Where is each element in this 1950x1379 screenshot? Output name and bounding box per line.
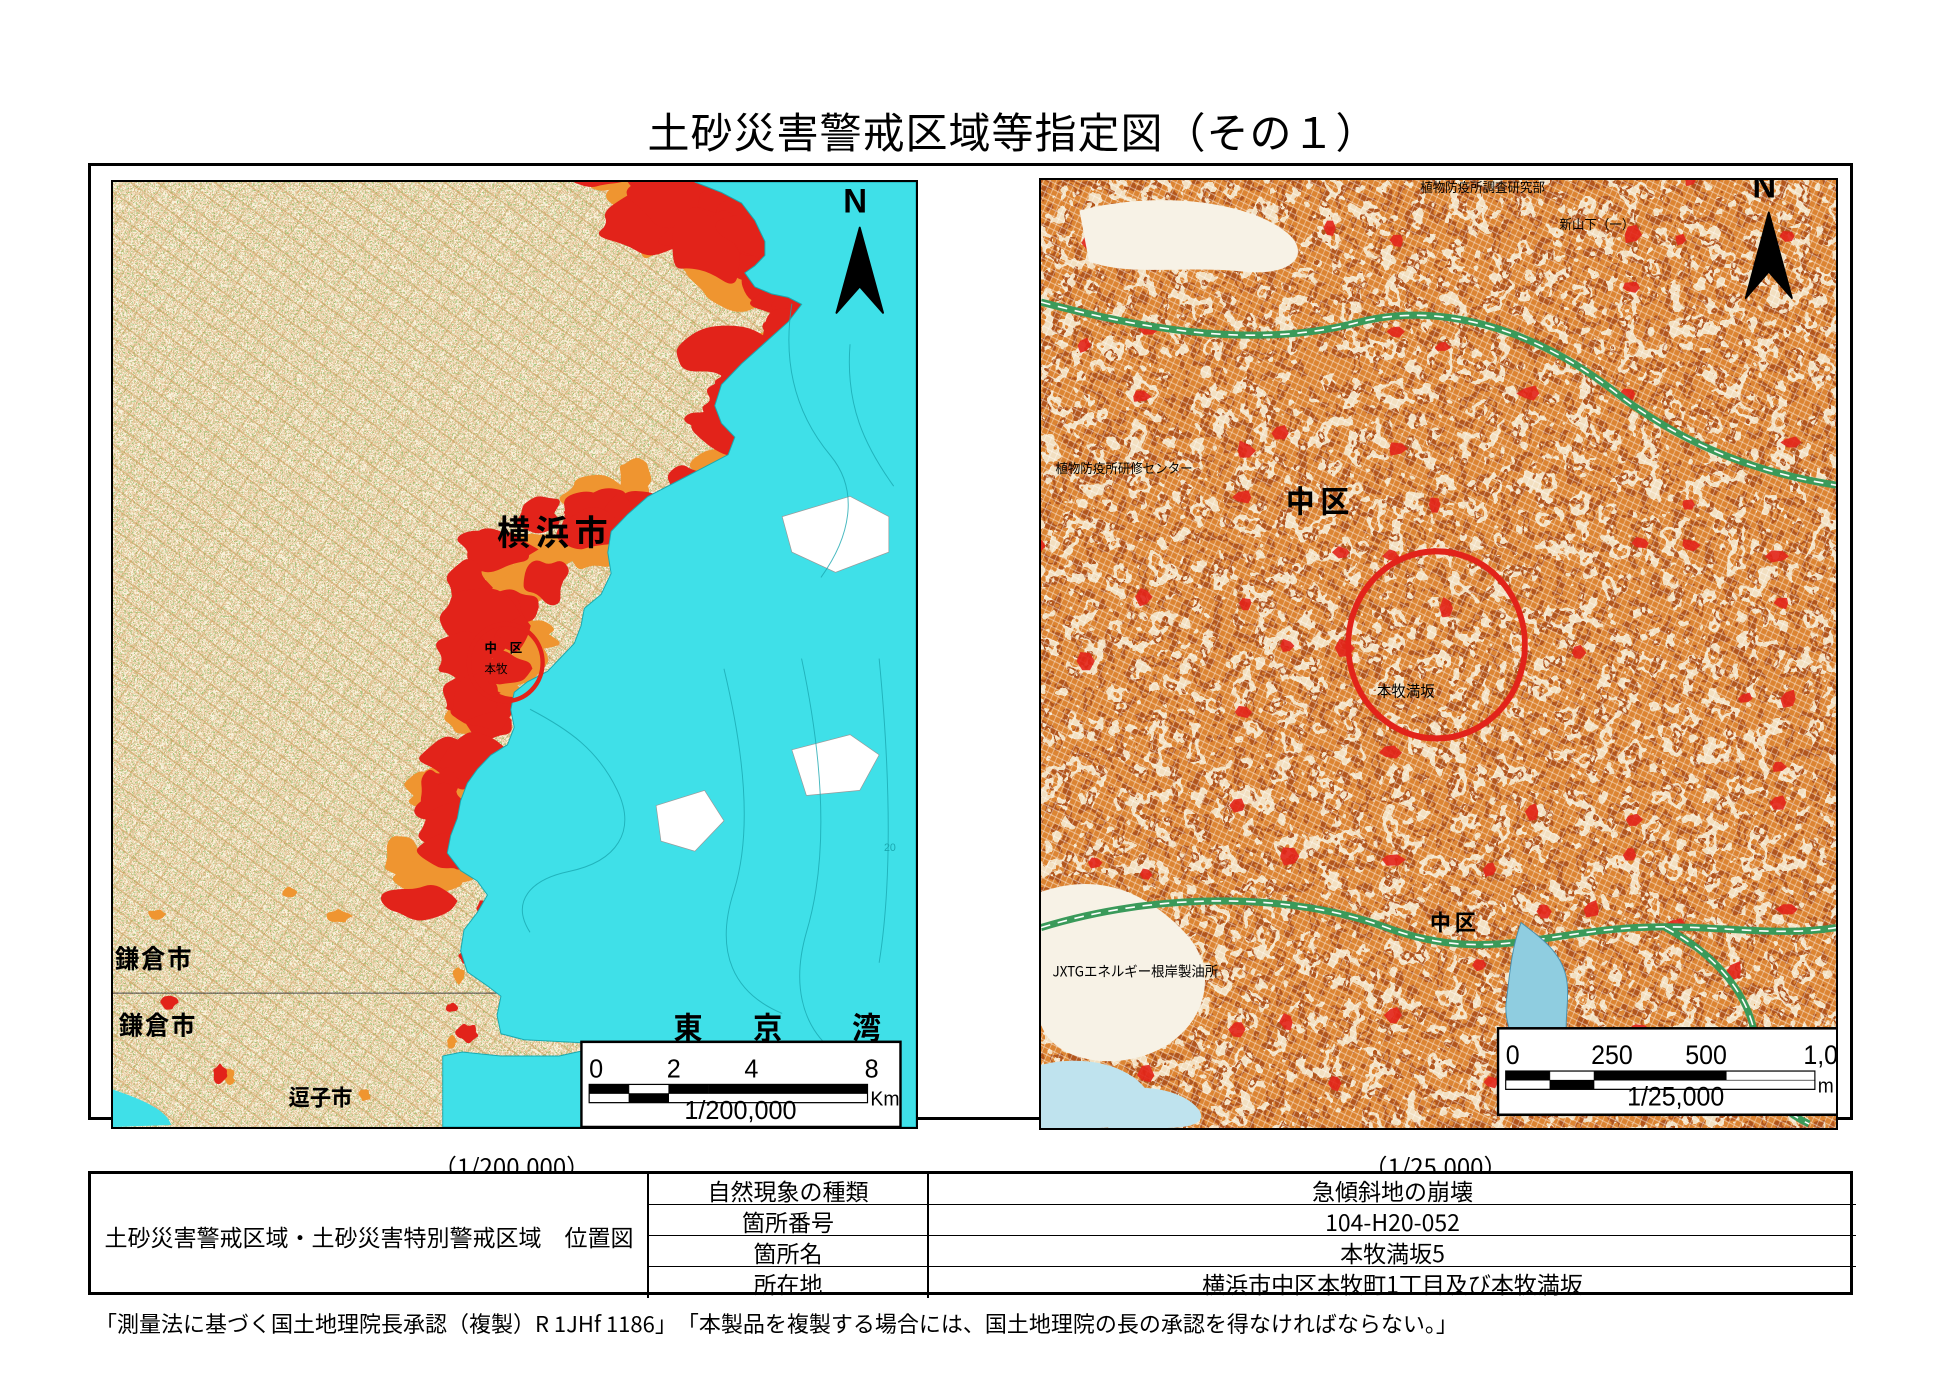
svg-text:1/25,000: 1/25,000 xyxy=(1627,1083,1724,1112)
svg-text:中区: 中区 xyxy=(1286,478,1355,522)
svg-text:2: 2 xyxy=(667,1055,681,1084)
svg-text:本牧満坂: 本牧満坂 xyxy=(1377,680,1435,702)
svg-text:植物防疫所調査研究部: 植物防疫所調査研究部 xyxy=(1420,180,1545,196)
svg-text:新山下（一）: 新山下（一） xyxy=(1559,213,1634,233)
svg-text:N: N xyxy=(843,182,867,221)
svg-text:20: 20 xyxy=(884,842,896,854)
svg-text:中 区: 中 区 xyxy=(484,637,522,656)
svg-text:m: m xyxy=(1818,1075,1834,1098)
svg-text:1,000: 1,000 xyxy=(1803,1041,1836,1070)
svg-text:4: 4 xyxy=(744,1055,758,1084)
svg-text:Km: Km xyxy=(870,1088,899,1110)
svg-text:本牧: 本牧 xyxy=(484,659,507,676)
svg-text:鎌倉市: 鎌倉市 xyxy=(119,1006,198,1043)
svg-text:植物防疫所研修センター: 植物防疫所研修センター xyxy=(1055,458,1192,478)
svg-text:500: 500 xyxy=(1685,1041,1727,1070)
svg-text:中区: 中区 xyxy=(1430,906,1480,938)
svg-text:250: 250 xyxy=(1591,1041,1633,1070)
svg-text:鎌倉市: 鎌倉市 xyxy=(115,939,194,976)
svg-text:0: 0 xyxy=(1506,1041,1520,1070)
svg-text:横浜市: 横浜市 xyxy=(497,505,613,555)
svg-text:8: 8 xyxy=(865,1055,879,1084)
svg-text:1/200,000: 1/200,000 xyxy=(684,1096,796,1125)
svg-text:JXTGエネルギー根岸製油所: JXTGエネルギー根岸製油所 xyxy=(1053,960,1219,981)
svg-text:逗子市: 逗子市 xyxy=(289,1081,353,1113)
svg-text:0: 0 xyxy=(589,1055,603,1084)
svg-text:N: N xyxy=(1752,180,1776,206)
